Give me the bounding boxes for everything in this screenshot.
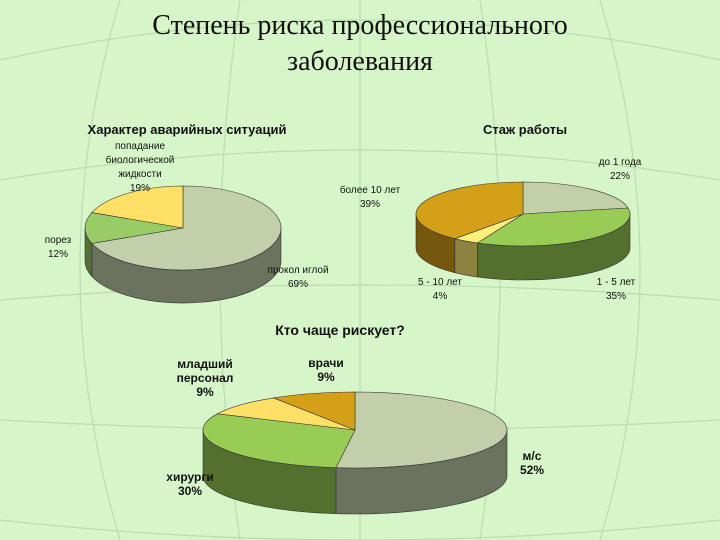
category-label: более 10 лет (339, 185, 401, 196)
slice (415, 181, 524, 239)
pie (84, 185, 282, 304)
slice (335, 391, 508, 469)
value-label: 12% (47, 249, 68, 260)
data-label: порез 12% (23, 234, 93, 262)
pie-tops (415, 181, 631, 247)
slice-side (454, 238, 478, 278)
data-label: м/с 52% (502, 449, 562, 477)
pie-sides (415, 213, 631, 281)
category-label: порез (44, 235, 72, 246)
value-label: 4% (432, 291, 448, 302)
data-label: врачи 9% (296, 356, 356, 384)
value-label: 9% (317, 370, 335, 384)
chart-title: Характер аварийных ситуаций (87, 122, 287, 137)
category-label: врачи (308, 356, 344, 370)
data-label: младший персонал 9% (160, 357, 250, 399)
value-label: 9% (196, 385, 214, 399)
data-label: 5 - 10 лет 4% (400, 276, 480, 304)
category-label: до 1 года (598, 157, 642, 168)
data-label: попадание биологической жидкости 19% (104, 140, 176, 196)
pie-tops (202, 391, 508, 469)
data-label: более 10 лет 39% (330, 184, 410, 212)
data-label: прокол иглой 69% (258, 264, 338, 292)
category-label: 5 - 10 лет (418, 277, 462, 288)
value-label: 52% (519, 463, 545, 477)
value-label: 69% (287, 279, 308, 290)
data-label: хирурги 30% (150, 470, 230, 498)
pie-sides (84, 227, 282, 304)
slice (272, 391, 356, 431)
category-label: прокол иглой (267, 265, 329, 276)
chart-title: Стаж работы (482, 122, 568, 137)
slice (522, 181, 629, 215)
category-label: младший персонал (176, 357, 234, 385)
value-label: 30% (177, 484, 203, 498)
pie-tops (84, 185, 282, 271)
category-label: 1 - 5 лет (596, 277, 636, 288)
pie (202, 391, 508, 515)
value-label: 19% (129, 183, 150, 194)
value-label: 35% (605, 291, 626, 302)
data-label: 1 - 5 лет 35% (576, 276, 656, 304)
chart-title: Кто чаще рискует? (275, 322, 405, 338)
value-label: 22% (609, 171, 630, 182)
slice (476, 207, 631, 247)
pie (415, 181, 631, 281)
category-label: попадание биологической жидкости (105, 141, 175, 180)
slice (216, 397, 356, 431)
slide-title: Степень риска профессионального заболева… (152, 10, 568, 77)
slice (91, 185, 184, 229)
category-label: хирурги (166, 470, 214, 484)
category-label: м/с (522, 449, 542, 463)
slice (84, 212, 184, 244)
slice (202, 413, 356, 469)
data-label: до 1 года 22% (580, 156, 660, 184)
value-label: 39% (359, 199, 380, 210)
slice (91, 185, 282, 271)
